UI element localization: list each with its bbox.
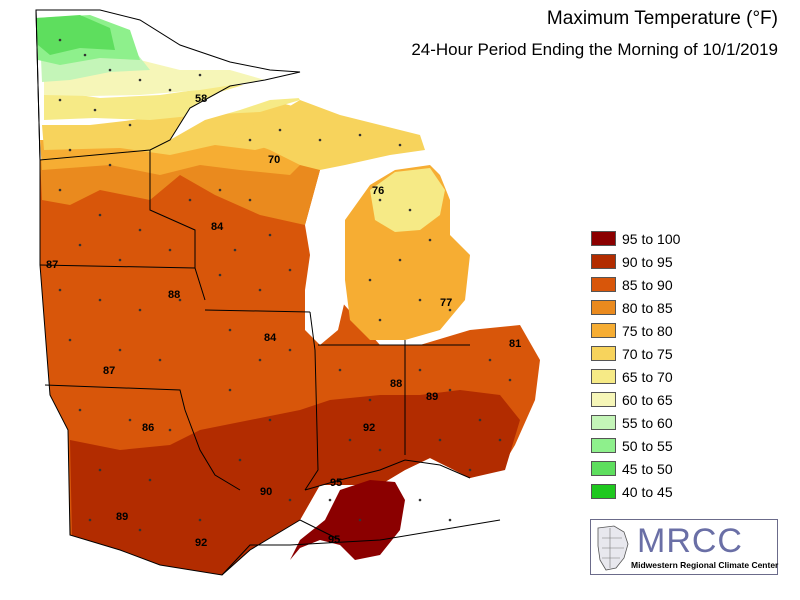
legend-swatch <box>591 346 616 361</box>
legend-swatch <box>591 438 616 453</box>
legend-label: 90 to 95 <box>622 253 673 270</box>
map-label: 88 <box>168 289 180 301</box>
legend-swatch <box>591 231 616 246</box>
lake-michigan <box>305 182 348 345</box>
map-label: 70 <box>268 154 280 166</box>
legend-item: 65 to 70 <box>591 365 680 388</box>
legend-swatch <box>591 369 616 384</box>
legend-swatch <box>591 484 616 499</box>
legend-item: 55 to 60 <box>591 411 680 434</box>
legend-label: 60 to 65 <box>622 391 673 408</box>
logo-subtitle: Midwestern Regional Climate Center <box>631 560 779 570</box>
border-outline <box>35 9 301 161</box>
legend-item: 90 to 95 <box>591 250 680 273</box>
state-borders <box>35 9 501 576</box>
map-label: 95 <box>328 534 340 546</box>
great-lakes <box>170 80 470 345</box>
legend-item: 95 to 100 <box>591 227 680 250</box>
logo-name: MRCC <box>637 522 743 560</box>
legend-item: 85 to 90 <box>591 273 680 296</box>
lake-huron <box>425 150 470 225</box>
legend-label: 75 to 80 <box>622 322 673 339</box>
legend-swatch <box>591 415 616 430</box>
legend: 95 to 100 90 to 95 85 to 90 80 to 85 75 to 8… <box>591 227 680 503</box>
mrcc-logo: MRCC Midwestern Regional Climate Center <box>590 519 778 575</box>
legend-label: 45 to 50 <box>622 460 673 477</box>
map-subtitle: 24-Hour Period Ending the Morning of 10/… <box>411 40 778 59</box>
map-label: 89 <box>116 511 128 523</box>
lake-superior <box>170 80 340 140</box>
region-70-75 <box>42 100 300 155</box>
legend-label: 70 to 75 <box>622 345 673 362</box>
legend-item: 70 to 75 <box>591 342 680 365</box>
legend-swatch <box>591 300 616 315</box>
border-ohio-river <box>304 459 471 491</box>
region-90-95 <box>70 390 520 575</box>
legend-label: 65 to 70 <box>622 368 673 385</box>
map-label: 81 <box>509 338 521 350</box>
outside-mask-north <box>0 0 800 130</box>
legend-item: 80 to 85 <box>591 296 680 319</box>
border-ia-mo <box>44 384 186 411</box>
legend-swatch <box>591 392 616 407</box>
border-ky-south <box>299 519 341 541</box>
legend-swatch <box>591 254 616 269</box>
map-label: 86 <box>142 422 154 434</box>
map-title: Maximum Temperature (°F) <box>546 8 778 29</box>
legend-label: 55 to 60 <box>622 414 673 431</box>
legend-label: 50 to 55 <box>622 437 673 454</box>
legend-label: 40 to 45 <box>622 483 673 500</box>
border-mo-il <box>184 409 241 491</box>
border-ia-north <box>39 264 196 269</box>
legend-swatch <box>591 323 616 338</box>
station-dots <box>58 38 512 532</box>
border-il-in <box>304 311 319 491</box>
region-up-michigan <box>230 100 425 170</box>
map-label: 87 <box>46 259 58 271</box>
midwest-map-icon <box>597 525 629 571</box>
map-label: 88 <box>390 378 402 390</box>
map-label: 95 <box>330 477 342 489</box>
map-label: 92 <box>363 422 375 434</box>
temperature-labels: 58 70 76 84 87 88 77 84 81 87 88 89 86 9… <box>46 93 521 549</box>
legend-label: 80 to 85 <box>622 299 673 316</box>
map-label: 84 <box>211 221 224 233</box>
map-label: 92 <box>195 537 207 549</box>
legend-item: 50 to 55 <box>591 434 680 457</box>
legend-item: 40 to 45 <box>591 480 680 503</box>
region-45-50 <box>36 15 115 55</box>
map-label: 87 <box>103 365 115 377</box>
map-label: 84 <box>264 332 277 344</box>
map-label: 90 <box>260 486 272 498</box>
legend-item: 60 to 65 <box>591 388 680 411</box>
legend-swatch <box>591 277 616 292</box>
legend-item: 45 to 50 <box>591 457 680 480</box>
map-label: 76 <box>372 185 384 197</box>
legend-label: 95 to 100 <box>622 230 681 247</box>
border-mn-wi <box>149 150 206 301</box>
map-label: 77 <box>440 297 452 309</box>
region-lower-michigan-north <box>370 168 445 232</box>
map-label: 58 <box>195 93 207 105</box>
legend-swatch <box>591 461 616 476</box>
border-mn-west <box>35 9 301 576</box>
border-wi-il <box>204 309 311 313</box>
border-ky-tn <box>221 519 501 576</box>
legend-label: 85 to 90 <box>622 276 673 293</box>
map-label: 89 <box>426 391 438 403</box>
legend-item: 75 to 80 <box>591 319 680 342</box>
